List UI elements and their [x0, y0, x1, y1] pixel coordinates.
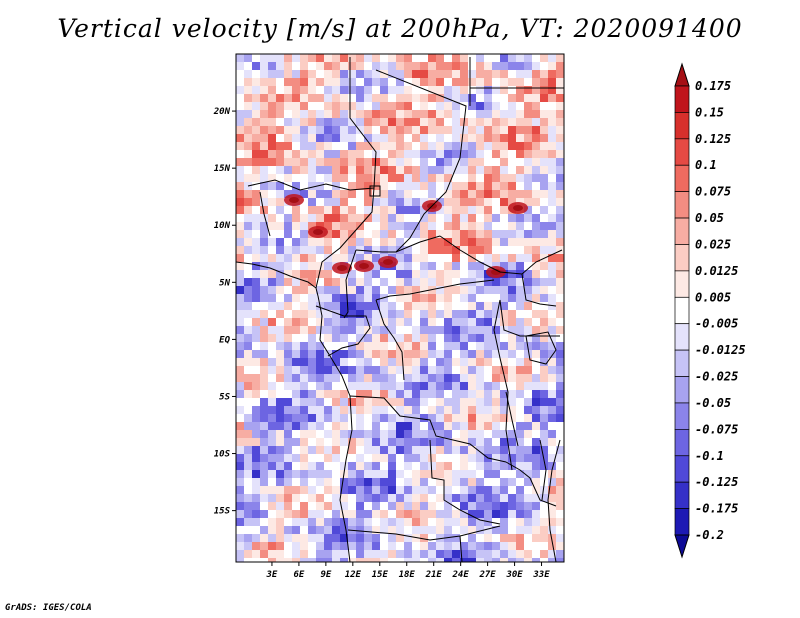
- latitude-axis: 20N 15N 10N 5N EQ 5S 10S 15S: [213, 107, 236, 517]
- colorbar-box: [674, 217, 690, 245]
- colorbar-label: -0.005: [695, 317, 738, 331]
- colorbar-label: 0.15: [695, 105, 724, 119]
- colorbar-min-triangle: [674, 534, 690, 559]
- coastline-west-central: [317, 295, 353, 562]
- colorbar-box: [674, 481, 690, 509]
- lon-tick-label: 33E: [532, 570, 550, 580]
- colorbar-box: [674, 508, 690, 536]
- border-drc-east: [493, 299, 513, 471]
- border-zambia-east: [505, 461, 557, 507]
- colorbar-max-triangle: [674, 62, 690, 87]
- lat-tick-label: 15S: [214, 507, 231, 517]
- border-cameroon-east: [343, 249, 357, 319]
- colorbar-label: -0.05: [695, 396, 731, 410]
- colorbar-box: [674, 429, 690, 457]
- colorbar-label: 0.125: [695, 132, 731, 146]
- lat-tick-label: EQ: [219, 335, 230, 345]
- velocity-field: [236, 54, 564, 562]
- border-lake-chad: [369, 185, 381, 197]
- colorbar-label: 0.175: [695, 79, 731, 93]
- map-frame: [235, 53, 565, 563]
- border-drc-angola: [349, 395, 507, 463]
- colorbar-label: 0.025: [695, 237, 731, 251]
- colorbar-box: [674, 296, 690, 325]
- colorbar-box: [674, 270, 690, 298]
- colorbar-box: [674, 138, 690, 166]
- border-chad-sudan: [375, 69, 467, 253]
- colorbar-label: -0.1: [695, 449, 724, 463]
- lon-tick-label: 30E: [505, 570, 523, 580]
- colorbar-box: [674, 402, 690, 430]
- lat-tick-label: 10S: [214, 450, 231, 460]
- lon-tick-label: 24E: [452, 570, 470, 580]
- lon-tick-label: 18E: [399, 570, 416, 580]
- lat-tick-label: 15N: [214, 164, 231, 174]
- lat-tick-label: 5S: [219, 392, 230, 402]
- border-chad-car: [355, 235, 441, 253]
- colorbar-box: [674, 349, 690, 377]
- border-car-drc: [375, 279, 495, 301]
- border-lake-victoria: [525, 331, 557, 365]
- lat-tick-label: 10N: [214, 221, 231, 231]
- colorbar-label: 0.005: [695, 290, 731, 304]
- colorbar-box: [674, 323, 690, 351]
- lon-tick-label: 3E: [266, 570, 278, 580]
- border-namibia-botswana: [459, 535, 463, 562]
- lon-tick-label: 6E: [293, 570, 304, 580]
- coastline-east: [547, 439, 561, 562]
- border-benin: [259, 191, 271, 237]
- border-uganda: [499, 299, 530, 337]
- country-borders: [236, 57, 564, 562]
- colorbar-box: [674, 244, 690, 272]
- colorbar-box: [674, 191, 690, 219]
- colorbar-label: -0.025: [695, 370, 738, 384]
- colorbar-label: 0.1: [695, 158, 717, 172]
- border-congo-drc: [375, 299, 405, 381]
- lon-tick-label: 9E: [320, 570, 331, 580]
- grads-credit: GrADS: IGES/COLA: [5, 603, 92, 613]
- map-title: Vertical velocity [m/s] at 200hPa, VT: 2…: [57, 14, 743, 43]
- border-south-sudan-east: [521, 273, 557, 307]
- colorbar-label: 0.05: [695, 211, 724, 225]
- lon-tick-label: 27E: [478, 570, 496, 580]
- lon-tick-label: 21E: [425, 570, 443, 580]
- border-gabon-congo: [315, 305, 371, 357]
- coastline-gulf-of-guinea: [236, 261, 319, 297]
- border-angola-namibia: [347, 525, 501, 541]
- colorbar-label: 0.075: [695, 185, 731, 199]
- colorbar-label: -0.125: [695, 475, 738, 489]
- colorbar-label: -0.075: [695, 422, 738, 436]
- border-angola-zambia: [429, 439, 501, 525]
- border-nigeria-cameroon: [315, 187, 375, 289]
- lon-tick-label: 15E: [372, 570, 389, 580]
- border-lake-tanganyika: [505, 391, 519, 447]
- lat-tick-label: 20N: [213, 107, 231, 117]
- lon-tick-label: 12E: [345, 570, 362, 580]
- colorbar: 0.175 0.15 0.125 0.1 0.075 0.05 0.025 0.0125 0.0…: [674, 62, 746, 559]
- colorbar-box: [674, 164, 690, 192]
- colorbar-label: -0.175: [695, 502, 738, 516]
- colorbar-label: -0.0125: [695, 343, 746, 357]
- colorbar-label: -0.2: [695, 528, 724, 542]
- longitude-axis: 3E 6E 9E 12E 15E 18E 21E 24E 27E 30E 33E: [266, 562, 550, 580]
- border-sudan-south: [439, 235, 563, 275]
- colorbar-box: [674, 376, 690, 404]
- map-figure: 20N 15N 10N 5N EQ 5S 10S 15S 3E 6E 9E 12E 15E 18E 21E…: [213, 53, 746, 580]
- colorbar-box: [674, 112, 690, 140]
- border-lake-malawi: [539, 439, 547, 501]
- colorbar-box: [674, 85, 690, 113]
- border-nigeria-north: [247, 179, 375, 191]
- colorbar-label: 0.0125: [695, 264, 738, 278]
- colorbar-box: [674, 455, 690, 483]
- lat-tick-label: 5N: [219, 278, 230, 288]
- border-niger-chad: [349, 57, 377, 189]
